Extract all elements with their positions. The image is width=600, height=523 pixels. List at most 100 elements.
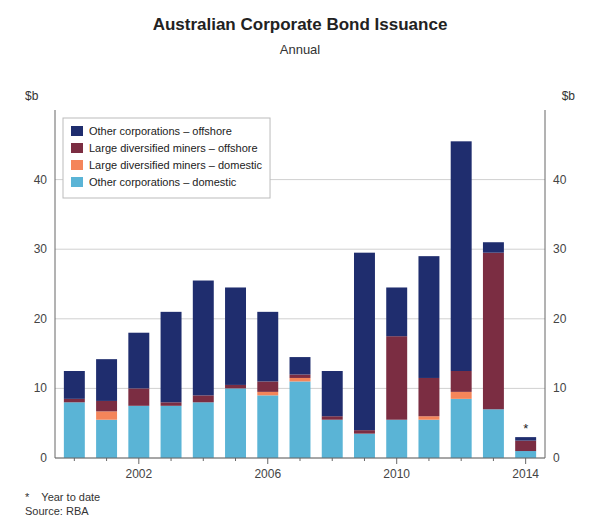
bar-segment [161, 406, 182, 458]
bar-segment [483, 242, 504, 252]
y-tick-label: 20 [34, 312, 48, 326]
bar-segment [418, 256, 439, 378]
x-tick-label: 2002 [125, 467, 152, 481]
x-tick [332, 458, 333, 461]
legend-swatch [71, 177, 83, 187]
x-tick [493, 458, 494, 461]
bar-segment [193, 281, 214, 396]
bar-segment [418, 416, 439, 419]
background [0, 0, 600, 523]
bar-segment [290, 381, 311, 458]
bar-segment [322, 420, 343, 458]
bar-segment [386, 287, 407, 336]
bar-segment [515, 441, 536, 451]
y-axis-line [55, 110, 56, 458]
title: Australian Corporate Bond Issuance [153, 15, 448, 34]
bar-segment [193, 395, 214, 402]
bar-segment [322, 416, 343, 419]
bar-segment [128, 333, 149, 389]
legend-swatch [71, 143, 83, 153]
y2-tick-label: 40 [553, 173, 567, 187]
bar-segment [515, 437, 536, 440]
legend-swatch [71, 126, 83, 136]
bar-segment [386, 336, 407, 420]
bar-segment [128, 388, 149, 405]
bar-segment [483, 253, 504, 410]
bar-segment [128, 406, 149, 458]
y-tick-label: 40 [34, 173, 48, 187]
x-tick [267, 458, 268, 464]
bar-segment [451, 141, 472, 371]
bar-segment [64, 402, 85, 458]
x-tick-label: 2014 [512, 467, 539, 481]
bar-segment [257, 381, 278, 391]
bar-segment [451, 371, 472, 392]
bar-segment [483, 409, 504, 458]
bar-segment [354, 434, 375, 458]
x-tick [428, 458, 429, 461]
x-tick [138, 458, 139, 464]
bar-segment [64, 399, 85, 402]
x-tick-label: 2010 [383, 467, 410, 481]
legend: Other corporations – offshore Large diver… [63, 118, 270, 198]
x-tick [171, 458, 172, 461]
bar-segment [418, 420, 439, 458]
bar-segment [451, 399, 472, 458]
bar-segment [322, 371, 343, 416]
bar-segment [257, 312, 278, 382]
legend-swatch [71, 160, 83, 170]
bar-segment [161, 402, 182, 405]
x-tick [461, 458, 462, 461]
bar-segment [96, 359, 117, 401]
bar-segment [225, 388, 246, 458]
legend-label: Large diversified miners – domestic [89, 159, 263, 171]
y2-axis-label: $b [562, 89, 576, 103]
bar-segment [96, 420, 117, 458]
footnote: Source: RBA [25, 505, 89, 517]
annotation: * [523, 421, 528, 436]
x-tick [525, 458, 526, 464]
legend-label: Other corporations – domestic [89, 176, 237, 188]
y2-axis-line [545, 110, 546, 458]
x-tick [106, 458, 107, 461]
bar-segment [290, 378, 311, 381]
bar-segment [225, 385, 246, 388]
subtitle: Annual [280, 42, 321, 57]
bar-segment [451, 392, 472, 399]
bar-segment [161, 312, 182, 402]
bar-segment [96, 401, 117, 411]
bar-segment [257, 395, 278, 458]
legend-label: Large diversified miners – offshore [89, 142, 258, 154]
x-tick [74, 458, 75, 461]
y-tick-label: 30 [34, 242, 48, 256]
bar-segment [193, 402, 214, 458]
bar-segment [386, 420, 407, 458]
x-tick-label: 2006 [254, 467, 281, 481]
legend-label: Other corporations – offshore [89, 125, 232, 137]
bar-segment [225, 287, 246, 384]
y2-tick-label: 20 [553, 312, 567, 326]
y2-tick-label: 30 [553, 242, 567, 256]
y2-tick-label: 10 [553, 381, 567, 395]
x-tick [396, 458, 397, 464]
y-axis-label: $b [25, 89, 39, 103]
y2-tick-label: 0 [553, 451, 560, 465]
bar-segment [64, 371, 85, 399]
bar-segment [418, 378, 439, 416]
bar-segment [96, 411, 117, 419]
x-tick [364, 458, 365, 461]
bar-segment [257, 392, 278, 395]
bar-segment [290, 374, 311, 377]
bar-segment [354, 430, 375, 433]
y-tick-label: 10 [34, 381, 48, 395]
bar-segment [290, 357, 311, 374]
x-tick [235, 458, 236, 461]
bar-segment [515, 451, 536, 458]
bar-segment [354, 253, 375, 430]
footnote: * Year to date [25, 491, 100, 503]
x-tick [300, 458, 301, 461]
y-tick-label: 0 [40, 451, 47, 465]
chart: Australian Corporate Bond Issuance Annual… [0, 0, 600, 523]
x-tick [203, 458, 204, 461]
legend-box [63, 118, 270, 198]
